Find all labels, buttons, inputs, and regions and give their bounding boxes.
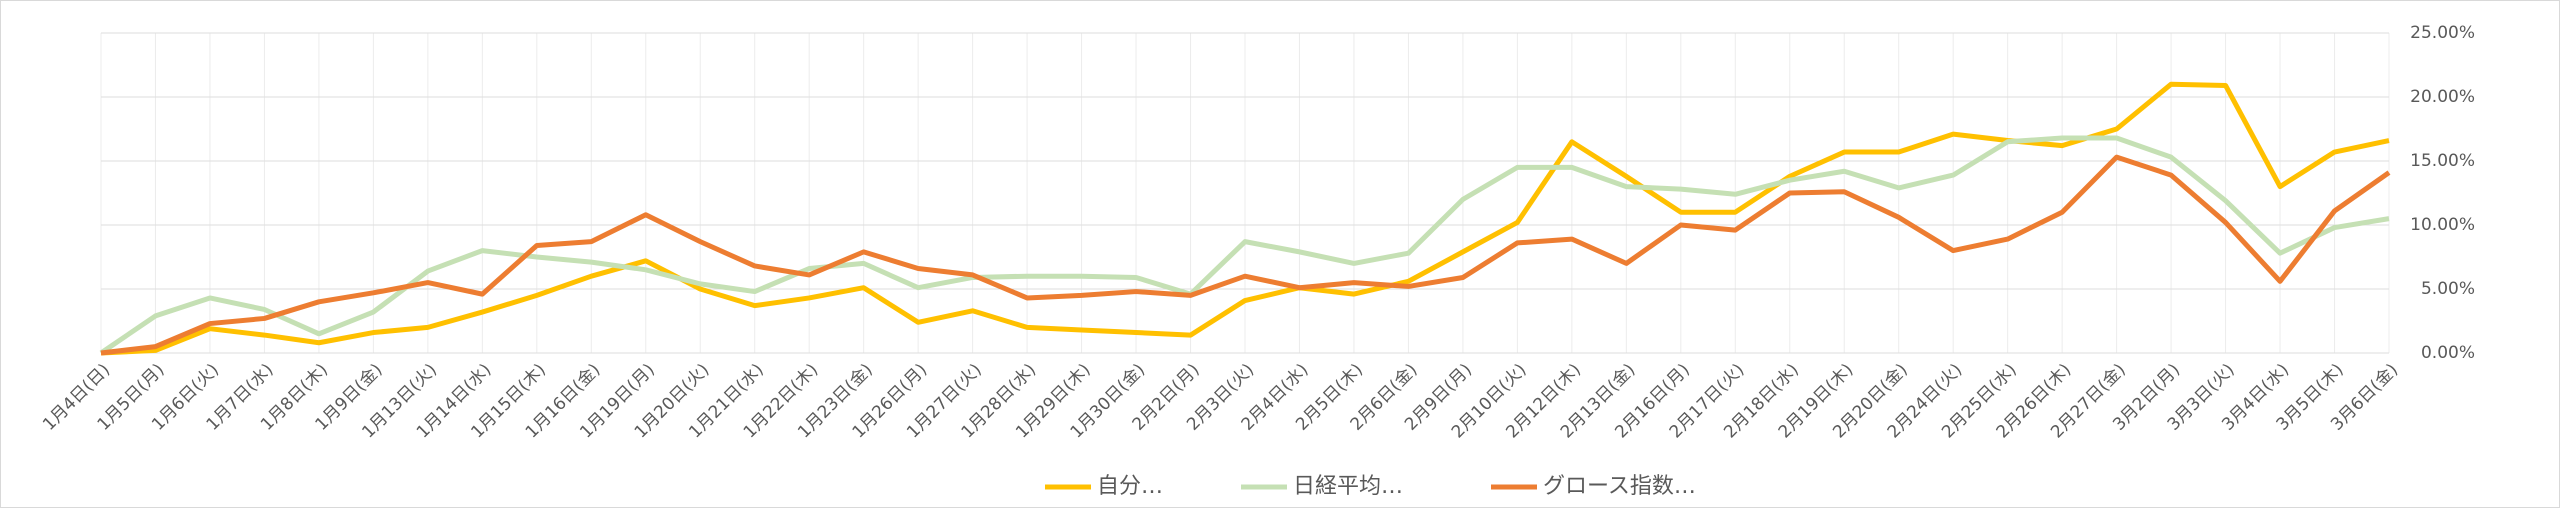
y-tick-label: 0.00%: [2421, 343, 2475, 363]
y-tick-label: 15.00%: [2410, 151, 2475, 171]
legend-label: グロース指数…: [1543, 474, 1696, 499]
legend: 自分… 日経平均… グロース指数…: [1045, 474, 1696, 499]
legend-label: 日経平均…: [1293, 474, 1403, 499]
series-line: [100, 154, 2391, 356]
legend-label: 自分…: [1097, 474, 1163, 499]
y-tick-label: 10.00%: [2410, 215, 2475, 235]
y-tick-label: 20.00%: [2410, 87, 2475, 107]
y-tick-label: 25.00%: [2410, 23, 2475, 43]
series-line: [99, 135, 2390, 356]
y-tick-label: 5.00%: [2421, 279, 2475, 299]
